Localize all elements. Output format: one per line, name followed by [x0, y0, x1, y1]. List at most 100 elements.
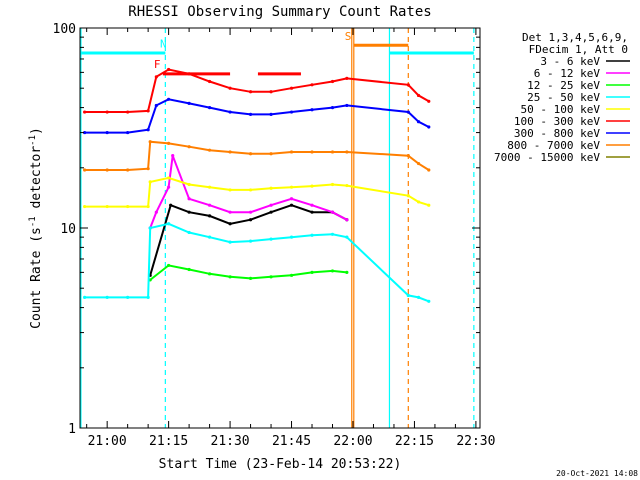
series-line-300-800-kev: [84, 98, 430, 134]
legend: Det 1,3,4,5,6,9,FDecim 1, Att 03 - 6 keV…: [494, 31, 630, 164]
point-25-50-kev-12: [310, 233, 314, 237]
point-300-800-kev-0: [83, 130, 87, 135]
point-300-800-kev-4: [154, 103, 158, 108]
series-800-7000-kev: [83, 140, 431, 172]
point-12-25-kev-9: [330, 269, 335, 273]
point-6-12-kev-6: [228, 210, 232, 214]
annotation-s: S: [345, 30, 352, 43]
point-6-12-kev-5: [207, 203, 212, 207]
point-25-50-kev-2: [126, 295, 130, 299]
point-50-100-kev-14: [345, 183, 349, 188]
point-25-50-kev-15: [406, 293, 410, 298]
series-line-800-7000-kev: [84, 140, 430, 171]
legend-label-6-12-kev: 6 - 12 keV: [534, 67, 601, 80]
y-axis-label-sup2: -1: [28, 135, 38, 146]
point-100-300-kev-13: [330, 79, 335, 84]
point-300-800-kev-2: [126, 130, 130, 135]
y-tick-label-1: 1: [68, 422, 76, 437]
point-100-300-kev-1: [105, 110, 109, 114]
series-12-25-kev: [148, 263, 349, 282]
y-axis-label-sup: -1: [28, 216, 38, 227]
series-100-300-kev: [83, 67, 431, 114]
legend-label-300-800-kev: 300 - 800 keV: [514, 127, 600, 140]
point-50-100-kev-15: [406, 194, 410, 198]
point-50-100-kev-9: [248, 188, 253, 192]
point-50-100-kev-11: [289, 185, 294, 189]
point-100-300-kev-2: [126, 110, 130, 114]
point-800-7000-kev-6: [187, 145, 191, 149]
series-line-25-50-kev: [84, 222, 430, 303]
point-100-300-kev-16: [416, 93, 421, 98]
point-6-12-kev-10: [310, 203, 314, 207]
point-300-800-kev-15: [406, 110, 410, 114]
legend-header-1: FDecim 1, Att 0: [529, 43, 628, 56]
legend-label-100-300-kev: 100 - 300 keV: [514, 115, 600, 128]
x-tick-label-22:15: 22:15: [395, 434, 434, 449]
point-100-300-kev-14: [345, 76, 349, 80]
point-100-300-kev-4: [154, 75, 158, 79]
point-800-7000-kev-8: [228, 150, 232, 154]
point-800-7000-kev-12: [310, 150, 314, 154]
point-25-50-kev-5: [167, 222, 171, 226]
point-800-7000-kev-5: [167, 141, 171, 145]
y-axis-label-tail: detector: [29, 146, 44, 217]
point-300-800-kev-6: [187, 101, 191, 105]
point-50-100-kev-6: [187, 182, 191, 187]
point-50-100-kev-8: [228, 188, 232, 192]
point-100-300-kev-3: [146, 109, 150, 113]
point-25-50-kev-7: [207, 235, 212, 239]
point-50-100-kev-0: [83, 204, 87, 209]
point-800-7000-kev-4: [148, 140, 152, 144]
point-300-800-kev-1: [105, 130, 109, 135]
annotation-n: N: [160, 37, 167, 50]
point-25-50-kev-3: [146, 295, 150, 299]
series-line-50-100-kev: [84, 176, 430, 208]
point-100-300-kev-17: [427, 99, 431, 103]
point-300-800-kev-10: [269, 112, 273, 116]
x-tick-label-21:30: 21:30: [211, 434, 250, 449]
series-group: [83, 67, 431, 303]
point-6-12-kev-8: [269, 203, 273, 207]
point-300-800-kev-12: [310, 108, 314, 112]
x-axis-label: Start Time (23-Feb-14 20:53:22): [159, 457, 402, 472]
point-50-100-kev-4: [148, 180, 152, 184]
point-50-100-kev-7: [207, 185, 212, 189]
x-axis-ticks: 21:00 21:15 21:30 21:45 22:00 22:15 22:30: [86, 28, 495, 449]
point-3-6-kev-3: [207, 214, 212, 218]
y-tick-label-100: 100: [53, 22, 76, 37]
x-tick-label-22:30: 22:30: [456, 434, 495, 449]
point-50-100-kev-16: [416, 200, 421, 204]
point-100-300-kev-7: [207, 79, 212, 84]
point-25-50-kev-6: [187, 230, 191, 235]
point-300-800-kev-13: [330, 105, 335, 110]
point-800-7000-kev-13: [330, 150, 335, 154]
point-3-6-kev-1: [169, 203, 173, 207]
legend-label-25-50-kev: 25 - 50 keV: [527, 91, 600, 104]
point-6-12-kev-12: [345, 218, 349, 222]
x-tick-label-21:00: 21:00: [88, 434, 127, 449]
point-300-800-kev-11: [289, 110, 294, 114]
point-50-100-kev-13: [330, 182, 335, 187]
legend-label-50-100-kev: 50 - 100 keV: [521, 103, 601, 116]
point-25-50-kev-13: [330, 232, 335, 236]
point-6-12-kev-3: [171, 154, 175, 158]
point-25-50-kev-10: [269, 237, 273, 241]
point-800-7000-kev-17: [427, 168, 431, 172]
point-25-50-kev-8: [228, 240, 232, 244]
point-12-25-kev-6: [269, 275, 273, 279]
point-100-300-kev-5: [167, 67, 171, 72]
point-300-800-kev-3: [146, 128, 150, 132]
flag-bars: [80, 43, 474, 76]
point-12-25-kev-3: [207, 272, 212, 276]
point-800-7000-kev-1: [105, 168, 109, 172]
y-axis-label: Count Rate (s-1 detector-1): [28, 127, 44, 329]
point-800-7000-kev-0: [83, 168, 87, 172]
point-50-100-kev-17: [427, 203, 431, 207]
point-12-25-kev-8: [310, 270, 314, 274]
point-800-7000-kev-2: [126, 168, 130, 172]
legend-label-12-25-kev: 12 - 25 keV: [527, 79, 600, 92]
x-tick-label-21:45: 21:45: [272, 434, 311, 449]
point-100-300-kev-11: [289, 86, 294, 90]
point-12-25-kev-4: [228, 275, 232, 279]
series-50-100-kev: [83, 176, 431, 209]
